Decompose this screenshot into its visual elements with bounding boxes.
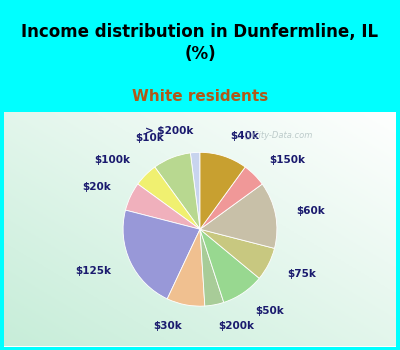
Text: $150k: $150k bbox=[270, 155, 306, 164]
Wedge shape bbox=[200, 229, 274, 278]
Text: $20k: $20k bbox=[82, 182, 111, 192]
Wedge shape bbox=[126, 184, 200, 229]
Text: $75k: $75k bbox=[288, 269, 316, 279]
Wedge shape bbox=[123, 210, 200, 299]
Wedge shape bbox=[138, 167, 200, 229]
Text: $10k: $10k bbox=[135, 133, 164, 143]
Text: $60k: $60k bbox=[297, 206, 326, 216]
Wedge shape bbox=[200, 152, 245, 229]
Text: ⓘ City-Data.com: ⓘ City-Data.com bbox=[245, 131, 312, 140]
Text: $125k: $125k bbox=[75, 266, 111, 276]
Wedge shape bbox=[200, 167, 262, 229]
Text: White residents: White residents bbox=[132, 89, 268, 104]
Wedge shape bbox=[200, 229, 259, 302]
Text: $50k: $50k bbox=[255, 306, 284, 316]
Text: Income distribution in Dunfermline, IL
(%): Income distribution in Dunfermline, IL (… bbox=[22, 23, 378, 63]
Text: $200k: $200k bbox=[218, 321, 254, 331]
Text: $30k: $30k bbox=[153, 321, 182, 331]
Wedge shape bbox=[200, 184, 277, 248]
Wedge shape bbox=[155, 153, 200, 229]
Wedge shape bbox=[190, 152, 200, 229]
Text: $40k: $40k bbox=[230, 131, 259, 141]
Text: $100k: $100k bbox=[94, 155, 130, 164]
Wedge shape bbox=[167, 229, 205, 306]
Text: > $200k: > $200k bbox=[146, 126, 194, 136]
Wedge shape bbox=[200, 229, 224, 306]
